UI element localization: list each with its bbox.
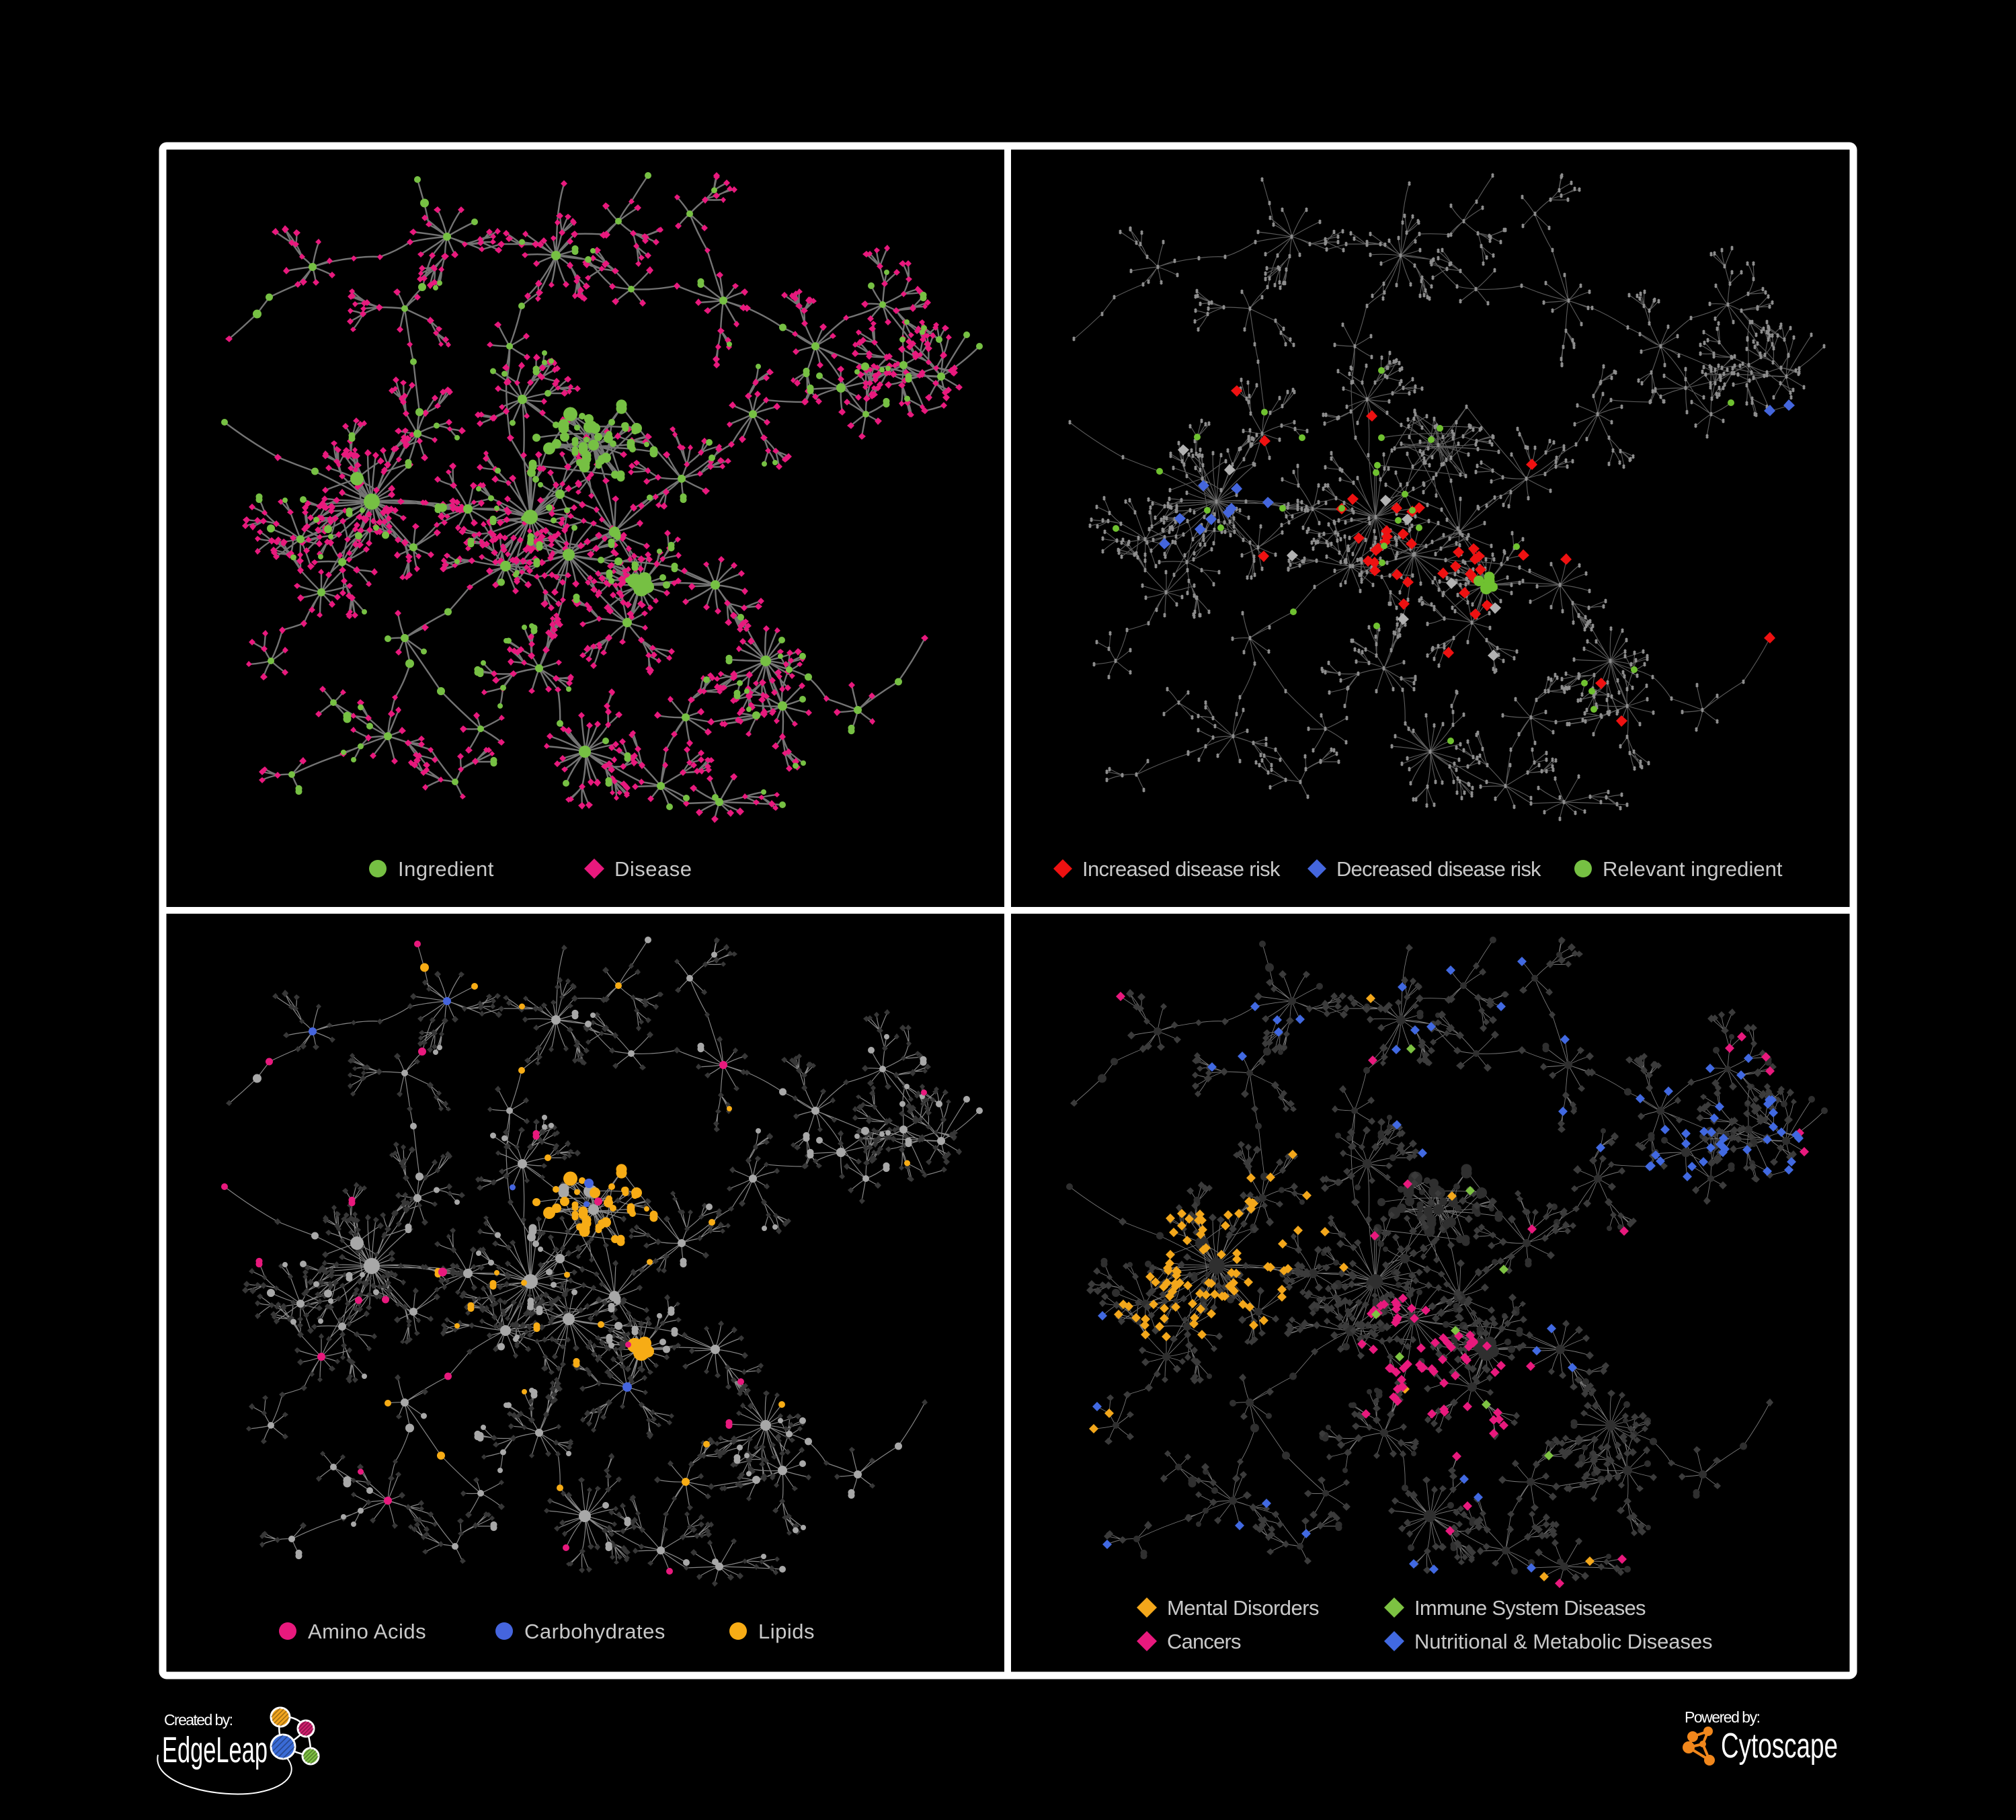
svg-text:Carbohydrates: Carbohydrates	[524, 1620, 666, 1643]
svg-text:Nutritional & Metabolic Diseas: Nutritional & Metabolic Diseases	[1414, 1630, 1713, 1653]
svg-text:Relevant ingredient: Relevant ingredient	[1603, 857, 1783, 881]
svg-text:Cytoscape: Cytoscape	[1721, 1727, 1838, 1766]
svg-text:Immune System Diseases: Immune System Diseases	[1414, 1596, 1646, 1620]
svg-text:Disease: Disease	[614, 857, 692, 881]
svg-text:Lipids: Lipids	[758, 1620, 815, 1643]
svg-text:Powered by:: Powered by:	[1685, 1708, 1761, 1726]
svg-text:Cancers: Cancers	[1167, 1630, 1242, 1653]
svg-text:Created by:: Created by:	[164, 1711, 233, 1729]
svg-text:Mental Disorders: Mental Disorders	[1167, 1596, 1320, 1620]
svg-text:Amino Acids: Amino Acids	[308, 1620, 426, 1643]
svg-text:Decreased disease risk: Decreased disease risk	[1336, 857, 1541, 881]
svg-text:Increased disease risk: Increased disease risk	[1082, 857, 1281, 881]
svg-text:EdgeLeap: EdgeLeap	[162, 1730, 268, 1770]
svg-text:Ingredient: Ingredient	[398, 857, 494, 881]
